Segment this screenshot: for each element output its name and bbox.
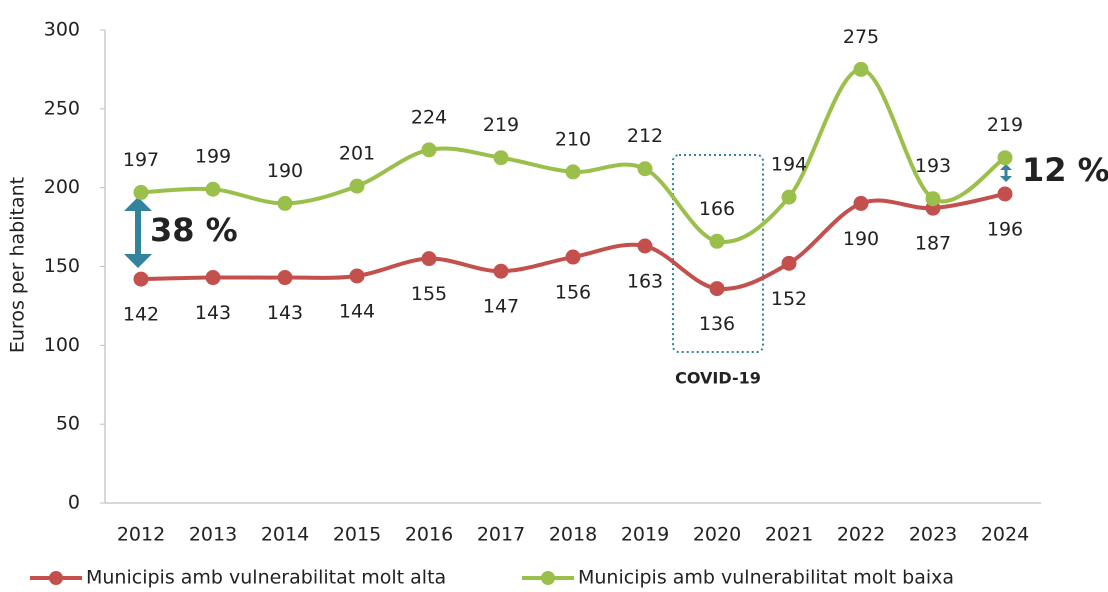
arrow-head [1000, 176, 1012, 182]
marker [133, 184, 149, 200]
legend-marker [49, 571, 63, 585]
data-label: 143 [195, 302, 231, 324]
marker [997, 150, 1013, 166]
marker [277, 270, 293, 286]
x-tick-label: 2013 [189, 524, 237, 546]
y-tick-label: 50 [56, 413, 80, 435]
data-label: 224 [411, 106, 447, 128]
x-tick-label: 2017 [477, 524, 525, 546]
data-label: 199 [195, 146, 231, 168]
marker [493, 150, 509, 166]
x-tick-label: 2018 [549, 524, 597, 546]
legend-label: Municipis amb vulnerabilitat molt alta [86, 567, 446, 589]
data-label: 156 [555, 282, 591, 304]
x-tick-label: 2021 [765, 524, 813, 546]
annotation: 12 % [1022, 151, 1108, 189]
data-label: 166 [699, 198, 735, 220]
data-label: 187 [915, 233, 951, 255]
marker [781, 189, 797, 205]
x-tick-label: 2023 [909, 524, 957, 546]
marker [349, 268, 365, 284]
x-tick-label: 2020 [693, 524, 741, 546]
x-tick-label: 2012 [117, 524, 165, 546]
marker [853, 61, 869, 77]
marker [205, 181, 221, 197]
marker [421, 251, 437, 267]
data-label: 275 [843, 26, 879, 48]
y-tick-label: 150 [44, 255, 80, 277]
marker [565, 249, 581, 265]
arrow-head [124, 254, 152, 268]
marker [133, 271, 149, 287]
y-tick-label: 250 [44, 97, 80, 119]
x-tick-label: 2019 [621, 524, 669, 546]
data-label: 219 [483, 114, 519, 136]
data-label: 210 [555, 128, 591, 150]
data-label: 144 [339, 300, 375, 322]
arrow-head [1000, 164, 1012, 170]
data-label: 212 [627, 125, 663, 147]
data-label: 219 [987, 114, 1023, 136]
marker [709, 233, 725, 249]
x-tick-label: 2015 [333, 524, 381, 546]
data-label: 163 [627, 271, 663, 293]
x-tick-label: 2022 [837, 524, 885, 546]
covid-box [672, 154, 764, 353]
data-label: 155 [411, 283, 447, 305]
data-label: 190 [267, 160, 303, 182]
arrow-head [124, 197, 152, 211]
data-label: 196 [987, 218, 1023, 240]
data-label: 142 [123, 304, 159, 326]
marker [997, 186, 1013, 202]
x-tick-label: 2016 [405, 524, 453, 546]
marker [421, 142, 437, 158]
y-tick-label: 300 [44, 19, 80, 41]
data-label: 201 [339, 143, 375, 165]
marker [709, 281, 725, 297]
annotation: 38 % [150, 211, 238, 249]
legend-label: Municipis amb vulnerabilitat molt baixa [578, 567, 954, 589]
marker [925, 191, 941, 207]
marker [493, 263, 509, 279]
data-label: 194 [771, 154, 807, 176]
marker [349, 178, 365, 194]
marker [565, 164, 581, 180]
marker [637, 161, 653, 177]
marker [277, 195, 293, 211]
data-label: 197 [123, 149, 159, 171]
y-tick-label: 100 [44, 334, 80, 356]
y-tick-label: 0 [68, 492, 80, 514]
data-label: 143 [267, 302, 303, 324]
legend-marker [541, 571, 555, 585]
x-tick-label: 2024 [981, 524, 1029, 546]
series-line [140, 67, 1007, 244]
marker [205, 270, 221, 286]
y-tick-label: 200 [44, 176, 80, 198]
data-label: 193 [915, 155, 951, 177]
annotation: COVID-19 [675, 369, 761, 388]
data-label: 136 [699, 313, 735, 335]
data-label: 147 [483, 296, 519, 318]
x-tick-label: 2014 [261, 524, 309, 546]
data-label: 190 [843, 228, 879, 250]
marker [637, 238, 653, 254]
data-label: 152 [771, 288, 807, 310]
marker [781, 255, 797, 271]
y-axis-label: Euros per habitant [7, 177, 29, 353]
marker [853, 195, 869, 211]
